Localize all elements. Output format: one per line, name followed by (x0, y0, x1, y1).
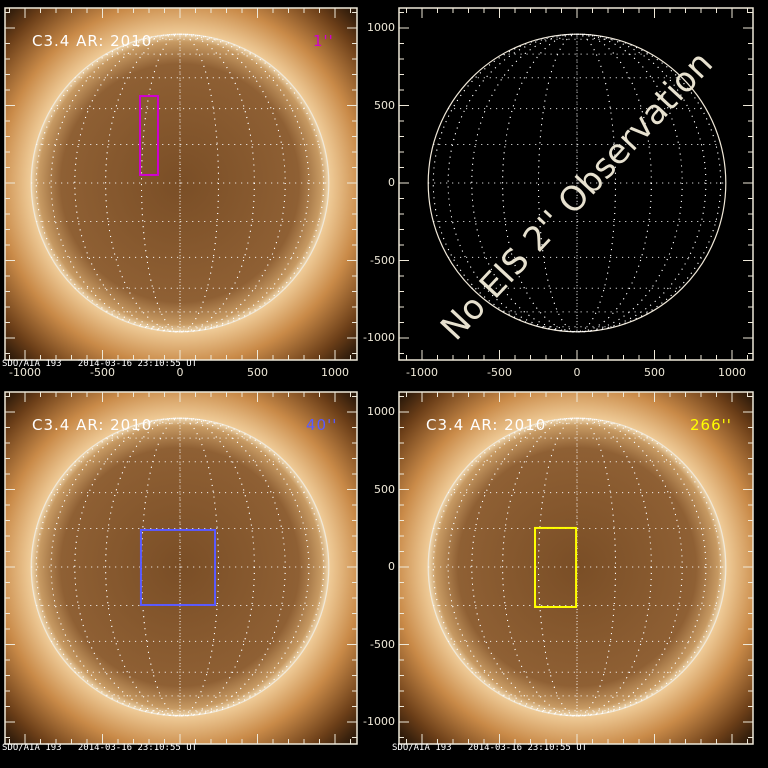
longitude-line (74, 417, 286, 717)
x-tick-label: -1000 (406, 366, 438, 379)
y-tick-label: 0 (388, 560, 395, 573)
y-tick-label: 0 (388, 176, 395, 189)
timestamp-bottom-right: SDO/AIA 193 2014-03-16 23:10:55 UT (392, 743, 588, 753)
x-tick-label: 1000 (718, 366, 746, 379)
longitude-line (74, 33, 286, 333)
y-tick-label: 500 (374, 98, 395, 112)
slit-label-top-left: 1'' (313, 32, 334, 50)
x-tick-label: -1000 (9, 366, 41, 379)
longitude-line (471, 417, 683, 717)
x-tick-label: 500 (247, 366, 268, 379)
y-tick-label: 1000 (367, 405, 395, 418)
longitude-line (432, 33, 722, 333)
eis-fov-box (533, 526, 578, 608)
panel-label-top-left: C3.4 AR: 2010 (32, 32, 153, 50)
slit-label-bottom-left: 40'' (306, 416, 338, 434)
panel-top-left (5, 8, 357, 360)
axes-box (4, 7, 358, 361)
x-tick-label: 0 (176, 366, 184, 379)
panel-label-bottom-left: C3.4 AR: 2010 (32, 416, 153, 434)
timestamp-top-left: SDO/AIA 193 2014-03-16 23:10:55 UT (2, 359, 198, 369)
eis-fov-box (139, 528, 217, 606)
longitude-line (35, 417, 325, 717)
x-tick-label: -500 (487, 366, 512, 379)
panel-bottom-right (399, 392, 753, 744)
x-tick-label: 500 (644, 366, 665, 379)
panel-label-bottom-right: C3.4 AR: 2010 (426, 416, 547, 434)
eis-fov-box (139, 95, 159, 176)
axes-box (398, 7, 754, 361)
longitude-line (447, 417, 707, 717)
panel-bottom-left (5, 392, 357, 744)
longitude-line (432, 417, 722, 717)
y-tick-label: -1000 (363, 715, 395, 728)
x-tick-label: 1000 (321, 366, 349, 379)
x-tick-label: -500 (90, 366, 115, 379)
longitude-line (50, 417, 310, 717)
axes-box (4, 391, 358, 745)
y-tick-label: -1000 (363, 331, 395, 344)
longitude-line (50, 33, 310, 333)
timestamp-bottom-left: SDO/AIA 193 2014-03-16 23:10:55 UT (2, 743, 198, 753)
axes-box (398, 391, 754, 745)
y-tick-label: 1000 (367, 21, 395, 34)
y-tick-label: 500 (374, 482, 395, 496)
longitude-line (447, 33, 707, 333)
longitude-line (35, 33, 325, 333)
y-tick-label: -500 (370, 637, 395, 651)
slit-label-bottom-right: 266'' (690, 416, 732, 434)
x-tick-label: 0 (573, 366, 581, 379)
y-tick-label: -500 (370, 253, 395, 267)
panel-top-right (427, 33, 727, 333)
longitude-line (471, 33, 683, 333)
